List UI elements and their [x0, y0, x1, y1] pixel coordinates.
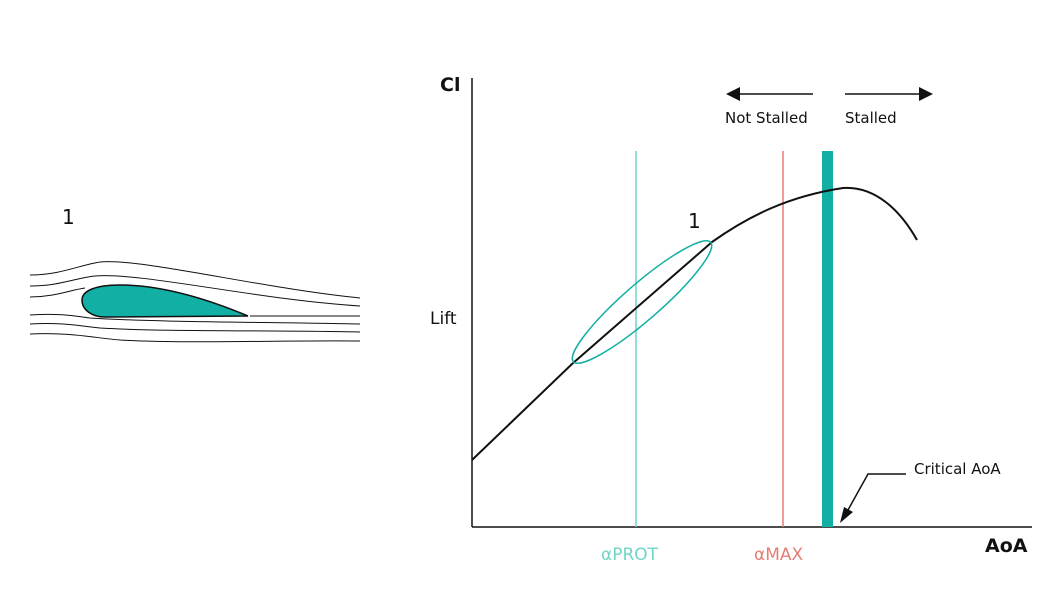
- not-stalled-arrow: [726, 87, 813, 101]
- lift-chart: Cl AoA Lift Not Stalled Stalled αPROT αM…: [430, 74, 1032, 565]
- curve-point-label: 1: [688, 209, 701, 233]
- streamline-6: [29, 322, 361, 333]
- airfoil-shape: [81, 284, 249, 318]
- y-axis-label: Cl: [440, 74, 460, 96]
- critical-aoa-label: Critical AoA: [914, 460, 1001, 478]
- streamline-3: [29, 287, 86, 298]
- streamline-5: [29, 313, 361, 325]
- stalled-arrow: [845, 87, 933, 101]
- streamline-7: [29, 333, 361, 343]
- streamlines: [29, 261, 361, 343]
- airfoil-panel: 1: [29, 205, 361, 343]
- linear-region-highlight: [571, 240, 713, 364]
- streamline-2: [29, 275, 361, 307]
- alpha-max-label: αMAX: [754, 545, 804, 565]
- critical-aoa-callout: [840, 473, 906, 523]
- alpha-prot-label: αPROT: [601, 545, 659, 565]
- lift-curve: [471, 186, 918, 461]
- not-stalled-label: Not Stalled: [725, 109, 808, 127]
- airfoil-panel-label: 1: [62, 205, 75, 229]
- stalled-label: Stalled: [845, 109, 897, 127]
- critical-aoa-bar: [822, 151, 833, 527]
- x-axis-label: AoA: [985, 535, 1028, 557]
- lift-label: Lift: [430, 309, 457, 329]
- streamline-1: [29, 261, 361, 299]
